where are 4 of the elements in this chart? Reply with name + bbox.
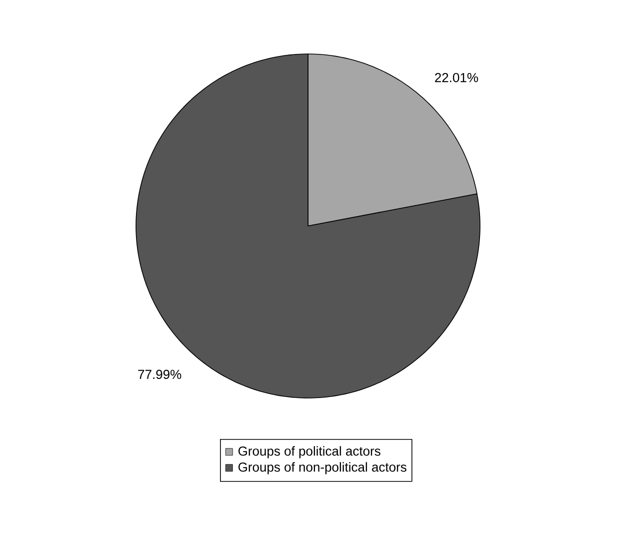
legend-label: Groups of non-political actors: [238, 462, 406, 474]
data-label: 22.01%: [435, 72, 478, 82]
data-label: 77.99%: [138, 370, 182, 379]
legend-label: Groups of political actors: [238, 446, 380, 458]
